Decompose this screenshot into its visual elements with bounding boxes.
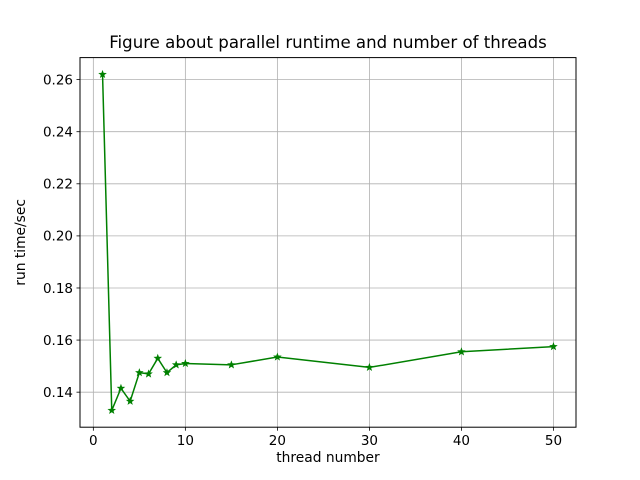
data-point-marker: [153, 353, 163, 362]
x-tick-label: 0: [89, 433, 98, 449]
x-tick-label: 40: [453, 433, 470, 449]
y-tick-label: 0.18: [43, 281, 73, 297]
x-tick-label: 20: [269, 433, 286, 449]
data-point-marker: [125, 396, 135, 405]
data-line: [101, 73, 555, 412]
chart-title: Figure about parallel runtime and number…: [109, 33, 547, 52]
x-tick-label: 30: [361, 433, 378, 449]
data-point-marker: [162, 368, 172, 377]
y-tick-label: 0.20: [43, 229, 73, 245]
grid-layer: [80, 57, 576, 428]
axis-layer: 0 10 20 30 40 50 0.14 0.16 0.18 0.20 0.22 0.24 0.26: [43, 57, 577, 449]
y-tick-label: 0.14: [43, 385, 73, 401]
y-tick-label: 0.16: [43, 333, 73, 349]
x-tick-label: 10: [177, 433, 194, 449]
plot-border: [79, 57, 577, 428]
y-tick-label: 0.26: [43, 72, 73, 88]
data-point-marker: [98, 69, 107, 79]
x-axis-label: thread number: [276, 450, 380, 466]
data-point-marker: [181, 359, 190, 368]
data-point-marker: [457, 347, 466, 356]
x-tick-label: 50: [545, 433, 562, 449]
data-point-marker: [135, 368, 144, 377]
data-point-marker: [116, 383, 126, 392]
y-tick-label: 0.22: [43, 177, 73, 193]
data-point-marker: [107, 405, 117, 415]
y-tick-label: 0.24: [43, 125, 73, 141]
data-point-marker: [144, 369, 153, 378]
data-point-marker: [365, 362, 374, 372]
data-point-marker: [171, 360, 181, 369]
data-point-marker: [273, 352, 282, 361]
data-point-marker: [227, 360, 236, 369]
data-point-marker: [549, 342, 558, 351]
y-axis-label: run time/sec: [13, 199, 29, 286]
data-layer: [98, 69, 558, 415]
